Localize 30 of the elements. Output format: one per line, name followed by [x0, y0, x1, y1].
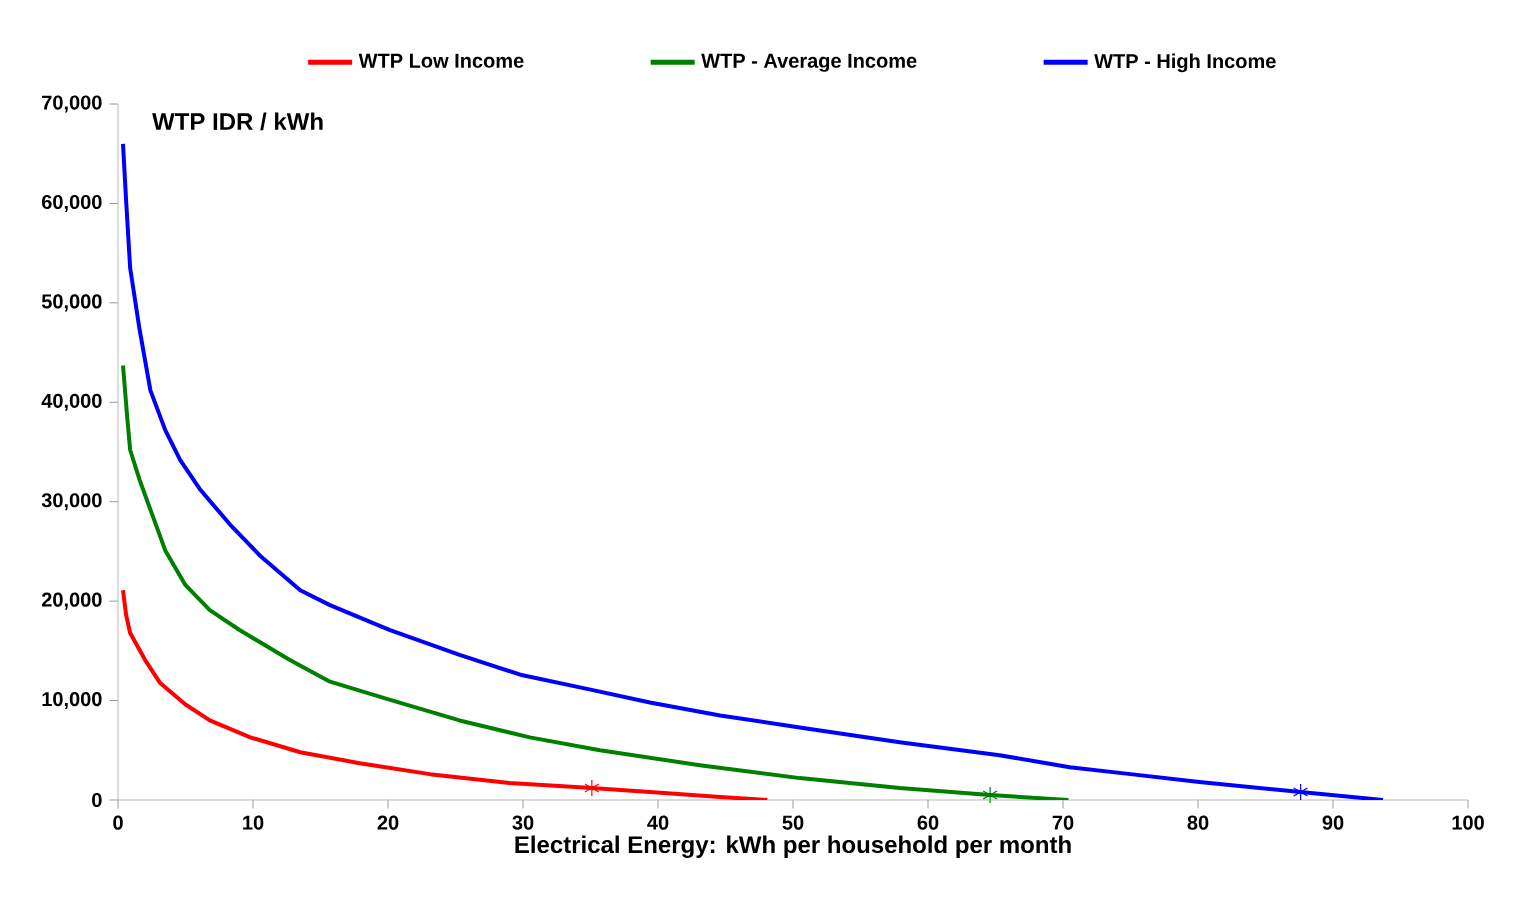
line-series [121, 588, 770, 800]
x-tick-label: 90 [1322, 815, 1344, 830]
x-tick-label: 0 [113, 815, 123, 830]
y-tick-label: 60,000 [41, 194, 102, 212]
x-tick-label: 80 [1187, 815, 1209, 830]
x-tick-label: 30 [512, 815, 534, 830]
x-tick-label: 100 [1452, 815, 1484, 830]
legend-label: WTP Low Income [358, 53, 524, 68]
y-tick-label: 10,000 [42, 692, 102, 710]
x-tick-label: 20 [377, 815, 399, 830]
x-tick-label: 10 [243, 815, 264, 830]
x-axis-title: Electrical Energy: kWh per household per month [515, 835, 1071, 858]
y-tick-label: 0 [92, 792, 102, 808]
x-tick-label: 50 [782, 815, 804, 830]
y-tick-label: 20,000 [41, 592, 102, 610]
y-tick-label: 70,000 [42, 95, 102, 113]
y-tick-label: 50,000 [41, 294, 102, 312]
point [982, 786, 998, 804]
line-series [121, 141, 1385, 800]
y-tick-label: 40,000 [41, 393, 102, 411]
legend-label: WTP - High Income [1094, 53, 1276, 73]
point [1293, 783, 1309, 801]
line-series [121, 363, 1071, 800]
x-tick-label: 70 [1052, 815, 1074, 830]
y-axis-title: WTP IDR / kWh [152, 112, 323, 131]
x-tick-label: 60 [917, 815, 939, 830]
legend-label: WTP - Average Income [701, 53, 917, 72]
x-tick-label: 40 [647, 815, 669, 830]
point [584, 779, 600, 797]
y-tick-label: 30,000 [41, 493, 102, 511]
